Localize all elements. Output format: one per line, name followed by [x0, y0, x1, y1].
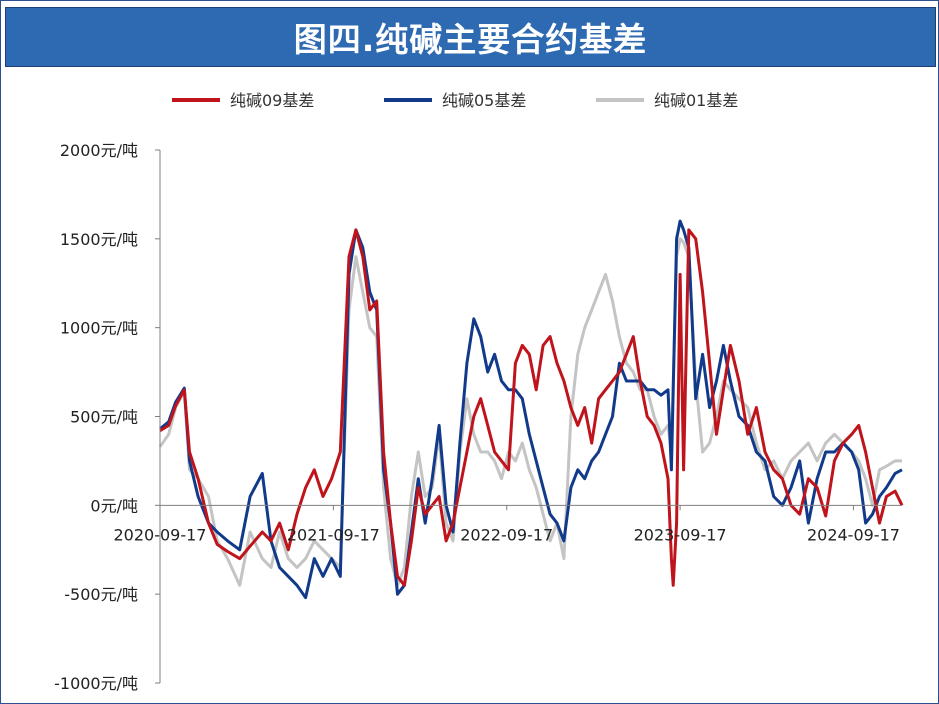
- y-tick-label: 0元/吨: [90, 496, 138, 515]
- x-tick-label: 2024-09-17: [807, 525, 900, 544]
- y-tick-label: -500元/吨: [64, 585, 138, 604]
- legend-label-0: 纯碱09基差: [230, 91, 314, 110]
- title-bar: 图四.纯碱主要合约基差: [5, 7, 936, 67]
- y-tick-label: 500元/吨: [70, 408, 138, 427]
- y-tick-label: 1500元/吨: [60, 230, 138, 249]
- x-tick-label: 2023-09-17: [634, 525, 727, 544]
- x-tick-label: 2021-09-17: [287, 525, 380, 544]
- series-line-2: [158, 237, 902, 587]
- chart-title: 图四.纯碱主要合约基差: [293, 20, 648, 59]
- legend: 纯碱09基差 纯碱05基差 纯碱01基差: [172, 91, 738, 110]
- y-tick-label: 2000元/吨: [60, 141, 138, 160]
- series-layer: [158, 219, 904, 600]
- series-line-0: [159, 228, 904, 587]
- legend-label-2: 纯碱01基差: [654, 91, 738, 110]
- y-tick-label: 1000元/吨: [60, 319, 138, 338]
- legend-label-1: 纯碱05基差: [442, 91, 526, 110]
- x-tick-label: 2020-09-17: [114, 525, 207, 544]
- y-tick-label: -1000元/吨: [54, 674, 138, 693]
- axes: 2000元/吨 1500元/吨 1000元/吨 500元/吨 0元/吨 -500元/吨 -1…: [54, 141, 902, 693]
- series-line-1: [159, 219, 903, 600]
- x-tick-label: 2022-09-17: [460, 525, 553, 544]
